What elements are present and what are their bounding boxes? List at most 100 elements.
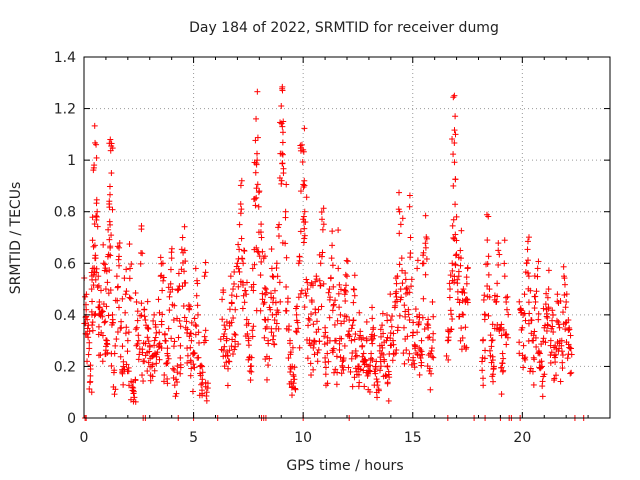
- data-point: [299, 158, 306, 165]
- data-point: [524, 257, 531, 264]
- data-point: [568, 369, 575, 376]
- data-point: [156, 356, 163, 363]
- data-point: [526, 310, 533, 317]
- data-point: [451, 273, 458, 280]
- data-point: [193, 323, 200, 330]
- data-point: [102, 350, 109, 357]
- data-point: [188, 337, 195, 344]
- data-point: [186, 333, 193, 340]
- data-point: [263, 376, 270, 383]
- data-point: [241, 247, 248, 254]
- data-point: [284, 295, 291, 302]
- data-point: [412, 306, 419, 313]
- data-point: [266, 355, 273, 362]
- data-point: [252, 169, 259, 176]
- data-point: [330, 302, 337, 309]
- data-point: [532, 334, 539, 341]
- data-point: [106, 204, 113, 211]
- data-point: [352, 353, 359, 360]
- data-point: [278, 177, 285, 184]
- data-point: [560, 263, 567, 270]
- data-point: [454, 296, 461, 303]
- data-point: [267, 290, 274, 297]
- data-point: [325, 358, 332, 365]
- data-point: [380, 351, 387, 358]
- data-point: [229, 351, 236, 358]
- data-point: [231, 331, 238, 338]
- data-point: [159, 287, 166, 294]
- data-point: [340, 366, 347, 373]
- data-point: [107, 221, 114, 228]
- data-point: [457, 262, 464, 269]
- data-point: [237, 182, 244, 189]
- data-point: [187, 344, 194, 351]
- data-point: [366, 367, 373, 374]
- data-point: [356, 363, 363, 370]
- data-point: [88, 308, 95, 315]
- data-point: [370, 326, 377, 333]
- data-point: [112, 342, 119, 349]
- data-point: [534, 273, 541, 280]
- data-point: [232, 331, 239, 338]
- data-point: [456, 299, 463, 306]
- data-point: [410, 354, 417, 361]
- data-point: [495, 240, 502, 247]
- data-point: [559, 365, 566, 372]
- data-point: [92, 139, 99, 146]
- data-point: [269, 273, 276, 280]
- data-point: [351, 272, 358, 279]
- data-point: [312, 306, 319, 313]
- data-point: [399, 280, 406, 287]
- data-point: [311, 341, 318, 348]
- data-point: [164, 375, 171, 382]
- data-point: [279, 139, 286, 146]
- data-point: [157, 254, 164, 261]
- data-point: [424, 320, 431, 327]
- data-point: [393, 280, 400, 287]
- data-point: [171, 302, 178, 309]
- data-point: [375, 386, 382, 393]
- data-point: [417, 346, 424, 353]
- data-point: [147, 377, 154, 384]
- data-point: [203, 397, 210, 404]
- data-point: [553, 317, 560, 324]
- data-point: [194, 280, 201, 287]
- data-point: [318, 209, 325, 216]
- data-point: [108, 362, 115, 369]
- data-point: [489, 337, 496, 344]
- data-point: [427, 386, 434, 393]
- data-point: [344, 273, 350, 280]
- data-point: [451, 279, 458, 286]
- data-point: [236, 246, 243, 253]
- data-point: [124, 337, 131, 344]
- data-point: [503, 306, 510, 313]
- data-point: [419, 260, 426, 267]
- data-point: [102, 265, 109, 272]
- data-point: [283, 181, 290, 188]
- data-point: [516, 350, 523, 357]
- data-point: [219, 316, 226, 323]
- data-point: [496, 251, 503, 258]
- data-point: [110, 319, 117, 326]
- data-point: [360, 350, 367, 357]
- data-point: [219, 296, 226, 303]
- data-point: [326, 286, 333, 293]
- data-point: [300, 213, 307, 220]
- data-point: [89, 319, 96, 326]
- data-point: [97, 287, 104, 294]
- data-point: [175, 286, 182, 293]
- data-point: [340, 355, 347, 362]
- data-point: [343, 313, 350, 320]
- data-point: [414, 257, 421, 264]
- data-point: [522, 269, 529, 276]
- data-point: [298, 287, 305, 294]
- data-point: [243, 316, 250, 323]
- data-point: [305, 322, 312, 329]
- data-point: [248, 283, 255, 290]
- data-point: [444, 337, 451, 344]
- y-tick-label: 1.4: [54, 50, 76, 66]
- data-point: [181, 223, 188, 230]
- data-point: [383, 312, 390, 319]
- data-point: [278, 102, 285, 109]
- data-point: [106, 183, 113, 190]
